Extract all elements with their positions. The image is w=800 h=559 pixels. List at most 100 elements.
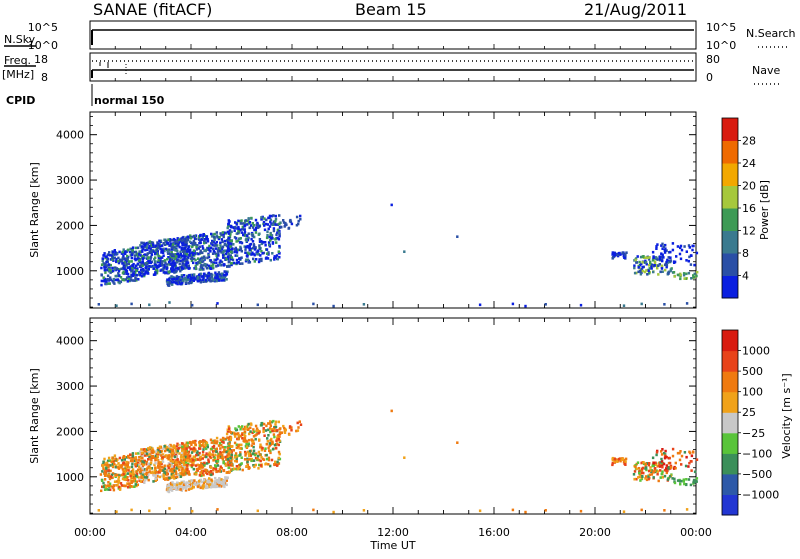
- echo-cell: [226, 428, 229, 431]
- echo-cell: [218, 481, 221, 484]
- echo-cell: [111, 252, 114, 255]
- echo-cell: [179, 465, 182, 469]
- echo-cell: [172, 259, 175, 263]
- echo-cell: [154, 272, 157, 276]
- echo-cell: [225, 271, 228, 275]
- echo-cell: [667, 256, 670, 259]
- echo-cell: [240, 231, 243, 234]
- echo-cell: [133, 475, 136, 479]
- echo-cell: [201, 471, 204, 475]
- echo-cell: [214, 242, 217, 245]
- echo-cell: [181, 263, 185, 267]
- echo-cell: [622, 510, 626, 513]
- echo-cell: [103, 474, 107, 477]
- echo-cell: [207, 271, 211, 275]
- echo-cell: [660, 267, 664, 270]
- echo-cell: [134, 474, 138, 478]
- echo-cell: [101, 259, 104, 262]
- echo-cell: [244, 452, 247, 455]
- echo-cell: [253, 228, 256, 232]
- echo-cell: [279, 431, 282, 435]
- echo-cell: [682, 272, 686, 275]
- echo-cell: [274, 238, 277, 241]
- echo-cell: [202, 442, 205, 445]
- echo-cell: [255, 433, 258, 436]
- echo-cell: [123, 257, 126, 260]
- echo-cell: [203, 238, 207, 241]
- echo-cell: [200, 480, 204, 484]
- echo-cell: [237, 219, 240, 223]
- echo-cell: [206, 482, 209, 486]
- echo-cell: [621, 251, 624, 255]
- echo-cell: [199, 251, 202, 254]
- echo-cell: [655, 247, 658, 250]
- echo-cell: [195, 237, 198, 241]
- echo-cell: [685, 272, 688, 276]
- echo-cell: [616, 253, 619, 256]
- echo-cell: [217, 237, 221, 241]
- echo-cell: [209, 267, 212, 270]
- echo-cell: [179, 276, 182, 280]
- echo-cell: [247, 261, 250, 264]
- echo-cell: [248, 245, 251, 248]
- echo-cell: [234, 427, 237, 430]
- echo-cell: [155, 453, 159, 456]
- echo-cell: [663, 251, 667, 254]
- echo-cell: [178, 468, 181, 472]
- echo-cell: [209, 453, 212, 456]
- echo-cell: [647, 258, 651, 261]
- echo-cell: [200, 238, 203, 241]
- y-tick-label: 1000: [56, 471, 84, 484]
- echo-cell: [167, 271, 171, 274]
- echo-cell: [215, 255, 219, 259]
- echo-cell: [238, 446, 241, 450]
- echo-cell: [135, 480, 138, 483]
- echo-cell: [284, 221, 287, 225]
- echo-cell: [125, 262, 128, 266]
- echo-cell: [124, 484, 127, 488]
- echo-cell: [511, 508, 515, 512]
- echo-cell: [693, 263, 696, 267]
- echo-cell: [178, 444, 182, 447]
- echo-cell: [108, 253, 111, 257]
- echo-cell: [187, 472, 191, 476]
- echo-cell: [182, 254, 185, 258]
- echo-cell: [134, 483, 137, 486]
- echo-cell: [180, 442, 184, 445]
- colorbar-segment: [722, 140, 738, 164]
- echo-cell: [164, 247, 168, 251]
- echo-cell: [188, 253, 192, 256]
- echo-cell: [288, 433, 291, 436]
- echo-cell: [265, 236, 269, 240]
- colorbar-tick-label: 16: [742, 202, 756, 215]
- echo-cell: [111, 458, 114, 461]
- echo-cell: [131, 459, 134, 463]
- echo-cell: [220, 440, 224, 443]
- echo-cell: [637, 264, 640, 268]
- echo-cell: [236, 248, 239, 252]
- echo-cell: [226, 430, 230, 433]
- time-tick-label: 08:00: [276, 526, 308, 539]
- echo-cell: [661, 259, 664, 263]
- echo-cell: [272, 229, 276, 233]
- echo-cell: [276, 429, 279, 432]
- echo-cell: [137, 459, 141, 462]
- echo-cell: [690, 277, 693, 280]
- echo-cell: [685, 455, 688, 459]
- colorbar-tick-label: 20: [742, 180, 756, 193]
- echo-cell: [233, 248, 237, 251]
- echo-cell: [278, 234, 281, 238]
- echo-cell: [285, 223, 288, 226]
- echo-cell: [696, 270, 699, 274]
- echo-cell: [177, 278, 181, 282]
- echo-cell: [224, 462, 227, 466]
- echo-cell: [100, 273, 103, 277]
- echo-cell: [124, 268, 128, 272]
- echo-cell: [214, 465, 218, 468]
- echo-cell: [217, 247, 220, 250]
- echo-cell: [611, 253, 614, 256]
- echo-cell: [228, 264, 231, 268]
- echo-cell: [167, 281, 170, 284]
- echo-cell: [145, 450, 148, 453]
- echo-cell: [226, 257, 230, 261]
